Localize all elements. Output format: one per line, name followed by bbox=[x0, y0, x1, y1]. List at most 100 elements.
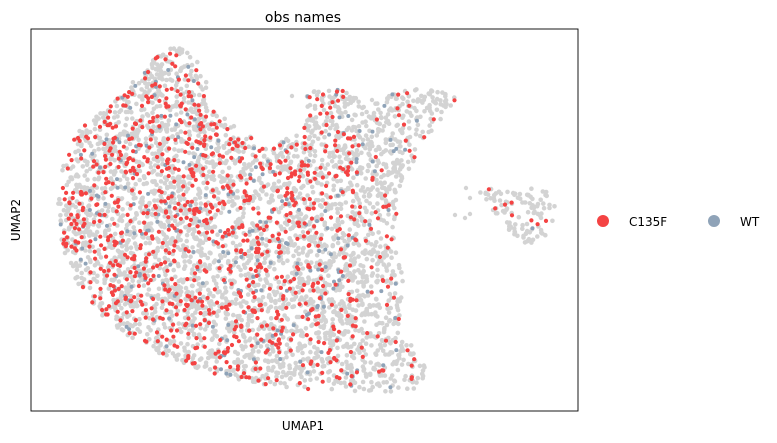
cell-point bbox=[395, 330, 401, 336]
cell-point bbox=[384, 379, 390, 385]
cell-point bbox=[240, 195, 246, 200]
wt-cell-point bbox=[117, 140, 122, 145]
c135f-cell-point bbox=[143, 275, 148, 280]
c135f-cell-point bbox=[210, 188, 215, 193]
cell-point bbox=[92, 263, 98, 268]
cell-point bbox=[192, 228, 197, 234]
c135f-cell-point bbox=[328, 195, 333, 200]
wt-cell-point bbox=[306, 158, 311, 163]
cell-point bbox=[122, 270, 127, 275]
c135f-cell-point bbox=[143, 315, 148, 320]
wt-cell-point bbox=[393, 316, 398, 320]
cell-point bbox=[420, 368, 426, 373]
c135f-cell-point bbox=[333, 138, 338, 143]
c135f-cell-point bbox=[104, 181, 109, 186]
c135f-cell-point bbox=[381, 204, 386, 209]
cell-point bbox=[102, 278, 107, 283]
c135f-cell-point bbox=[75, 215, 80, 220]
cell-point bbox=[286, 370, 291, 376]
cell-point bbox=[205, 255, 211, 261]
c135f-cell-point bbox=[155, 263, 160, 268]
cell-point bbox=[301, 167, 307, 172]
cell-point bbox=[236, 216, 242, 222]
c135f-cell-point bbox=[274, 275, 280, 280]
c135f-cell-point bbox=[197, 122, 202, 127]
c135f-cell-point bbox=[156, 229, 161, 234]
wt-cell-point bbox=[381, 363, 386, 368]
cell-point bbox=[239, 317, 244, 323]
c135f-cell-point bbox=[151, 273, 156, 278]
c135f-cell-point bbox=[350, 204, 355, 209]
cell-point bbox=[258, 277, 263, 282]
wt-cell-point bbox=[530, 226, 535, 231]
cell-point bbox=[203, 363, 209, 369]
cell-point bbox=[360, 120, 365, 125]
cell-point bbox=[344, 317, 350, 322]
cell-point bbox=[369, 311, 374, 317]
c135f-cell-point bbox=[217, 153, 222, 158]
cell-point bbox=[258, 344, 264, 349]
wt-cell-point bbox=[345, 243, 350, 248]
wt-cell-point bbox=[315, 305, 320, 310]
c135f-cell-point bbox=[350, 323, 356, 328]
cell-point bbox=[374, 163, 380, 169]
c135f-cell-point bbox=[243, 251, 248, 257]
c135f-cell-point bbox=[190, 183, 195, 188]
c135f-cell-point bbox=[187, 90, 192, 95]
cell-point bbox=[308, 377, 313, 383]
cell-point bbox=[264, 343, 270, 349]
cell-point bbox=[414, 127, 419, 132]
c135f-cell-point bbox=[140, 125, 145, 130]
cell-point bbox=[214, 359, 219, 364]
c135f-cell-point bbox=[223, 230, 228, 235]
c135f-cell-point bbox=[236, 339, 241, 344]
cell-point bbox=[141, 283, 147, 288]
cell-point bbox=[143, 80, 148, 86]
c135f-cell-point bbox=[147, 252, 152, 257]
c135f-cell-point bbox=[350, 334, 355, 339]
c135f-cell-point bbox=[114, 209, 119, 214]
c135f-cells bbox=[60, 51, 549, 392]
cell-point bbox=[378, 244, 383, 249]
cell-point bbox=[124, 246, 130, 251]
c135f-cell-point bbox=[176, 167, 181, 172]
c135f-cell-point bbox=[172, 206, 177, 211]
wt-cell-point bbox=[390, 92, 395, 97]
c135f-cell-point bbox=[77, 201, 82, 206]
cell-point bbox=[232, 349, 238, 355]
cell-point bbox=[368, 284, 374, 289]
cell-point bbox=[147, 315, 152, 321]
wt-cell-point bbox=[127, 327, 132, 332]
c135f-cell-point bbox=[330, 114, 335, 120]
cell-point bbox=[275, 165, 281, 170]
cell-point bbox=[369, 211, 375, 216]
cell-point bbox=[84, 169, 89, 174]
background-cells bbox=[56, 46, 557, 394]
c135f-cell-point bbox=[323, 201, 328, 206]
c135f-cell-point bbox=[195, 299, 201, 304]
cell-point bbox=[121, 155, 127, 161]
cell-point bbox=[146, 125, 151, 131]
c135f-cell-point bbox=[225, 346, 231, 351]
cell-point bbox=[100, 313, 105, 318]
cell-point bbox=[419, 93, 424, 99]
c135f-cell-point bbox=[257, 303, 262, 308]
c135f-cell-point bbox=[166, 173, 171, 179]
wt-cell-point bbox=[176, 135, 181, 140]
wt-cell-point bbox=[388, 385, 393, 390]
wt-cell-point bbox=[90, 151, 95, 156]
c135f-cell-point bbox=[178, 92, 183, 97]
c135f-cell-point bbox=[156, 165, 161, 170]
cell-point bbox=[367, 201, 373, 206]
cell-point bbox=[141, 235, 146, 240]
cell-point bbox=[186, 335, 191, 341]
c135f-cell-point bbox=[381, 368, 386, 373]
c135f-cell-point bbox=[354, 238, 359, 243]
c135f-cell-point bbox=[339, 368, 344, 373]
cell-point bbox=[296, 257, 301, 263]
cell-point bbox=[286, 301, 291, 307]
c135f-cell-point bbox=[193, 177, 198, 182]
c135f-cell-point bbox=[65, 235, 70, 240]
c135f-cell-point bbox=[347, 151, 352, 156]
cell-point bbox=[187, 54, 193, 60]
